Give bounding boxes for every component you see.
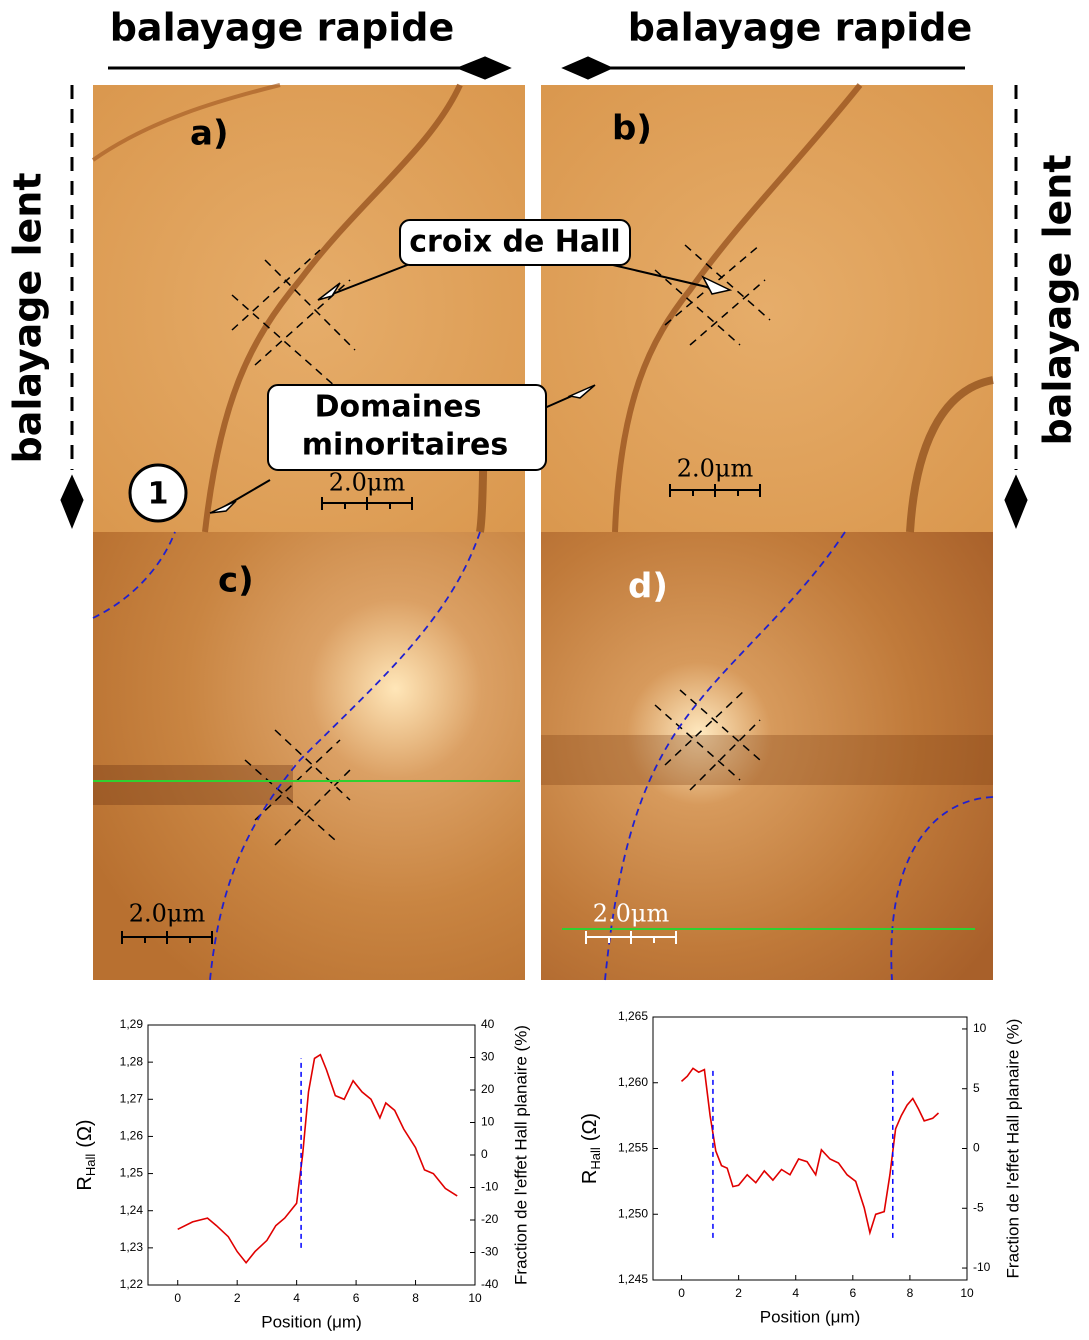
scale-bar-label: 2.0μm [329,469,406,497]
scale-bar [121,484,761,944]
data-line [680,1067,940,1236]
y2-tick-label: 0 [481,1147,488,1161]
y-axis-title-sub: Hall [83,1154,98,1177]
y-tick-label: 1,25 [120,1166,144,1180]
y2-axis-title: Fraction de l'effet Hall planaire (%) [1003,1019,1022,1279]
y2-tick-label: 5 [973,1081,980,1095]
x-tick-label: 10 [960,1286,974,1300]
x-tick-label: 2 [735,1286,742,1300]
scale-bar-label: 2.0μm [593,900,670,928]
x-tick-label: 10 [468,1291,482,1305]
y-tick-label: 1,26 [120,1129,144,1143]
y2-tick-label: 0 [973,1141,980,1155]
marker-circle [128,463,188,523]
panel-label: b) [612,109,652,149]
x-tick-label: 8 [907,1286,914,1300]
afm-images [91,83,994,981]
y-axis-title-sub: Hall [588,1147,603,1170]
x-tick-label: 2 [234,1291,241,1305]
y-tick-label: 1,29 [120,1017,144,1031]
y2-tick-label: -5 [973,1200,984,1214]
y2-tick-label: -30 [481,1245,499,1259]
y-axis-title: RHall (Ω) [74,1119,98,1190]
dark-band [541,735,993,785]
data-line [177,1053,458,1264]
y-tick-label: 1,250 [618,1206,648,1220]
scale-bar-label: 2.0μm [129,900,206,928]
image-c [93,532,525,980]
domain-wall [91,83,281,162]
slow-scan-label: balayage lent [1036,155,1080,446]
y2-tick-label: -40 [481,1277,499,1291]
y-tick-label: 1,260 [618,1075,648,1089]
x-tick-label: 6 [353,1291,360,1305]
hall-cross-label: croix de Hall [409,225,620,260]
domain-wall [612,83,863,533]
image-d [541,532,993,980]
panel-label: c) [218,561,254,601]
y2-tick-label: -10 [973,1260,991,1274]
callout-box [399,219,631,266]
panel-label: d) [628,567,668,607]
domains-label: Domaines [315,390,482,425]
domain-wall [906,376,994,533]
y-tick-label: 1,28 [120,1054,144,1068]
domain-wall [202,83,463,533]
chart: 0 2 4 6 8 10 1,22 1,23 1,24 1,25 1,26 1,27 1,28 1,29 -… [74,1017,530,1331]
x-tick-label: 4 [792,1286,799,1300]
y-tick-label: 1,22 [120,1277,144,1291]
slow-scan-label: balayage lent [6,173,50,464]
y2-tick-label: 20 [481,1082,495,1096]
y-tick-label: 1,27 [120,1091,144,1105]
chart: 0 2 4 6 8 10 1,245 1,250 1,255 1,260 1,265 -10 -5 0 5 1… [579,1009,1022,1326]
scale-bar-label: 2.0μm [677,455,754,483]
y-tick-label: 1,24 [120,1203,144,1217]
x-tick-label: 0 [678,1286,685,1300]
x-tick-label: 0 [174,1291,181,1305]
callout-arrow [221,259,721,509]
y-axis-title-unit: (Ω) [579,1113,601,1141]
plot-frame [652,1016,968,1281]
y2-tick-label: 40 [481,1017,495,1031]
x-axis-title: Position (μm) [261,1312,361,1331]
hall-cross [231,244,771,846]
x-tick-label: 8 [412,1291,419,1305]
y-tick-label: 1,245 [618,1272,648,1286]
x-tick-label: 6 [849,1286,856,1300]
y-axis-title-main: R [74,1176,96,1190]
x-tick-label: 4 [293,1291,300,1305]
y2-tick-label: 30 [481,1050,495,1064]
y-axis-title-main: R [579,1170,601,1184]
panel-label: a) [190,114,228,154]
x-axis-title: Position (μm) [760,1307,860,1326]
scan-arrows [60,56,1028,530]
plot-frame [147,1024,476,1286]
y-tick-label: 1,23 [120,1240,144,1254]
y-tick-label: 1,255 [618,1141,648,1155]
scale-bar [585,931,677,944]
y2-tick-label: 10 [973,1021,987,1035]
y-axis-title: RHall (Ω) [579,1113,603,1184]
marker-label: 1 [148,477,169,512]
y-axis-title-unit: (Ω) [74,1119,96,1147]
image-b [541,85,993,532]
dark-band [93,765,293,805]
y2-axis-title: Fraction de l'effet Hall planaire (%) [511,1025,530,1285]
y2-tick-label: -10 [481,1180,499,1194]
domains-label: minoritaires [302,428,508,463]
y2-tick-label: -20 [481,1212,499,1226]
y2-tick-label: 10 [481,1115,495,1129]
wall-overlay [92,531,994,981]
fast-scan-label: balayage rapide [110,6,455,50]
callouts: croix de Hall Domaines minoritaires 1 [128,219,733,523]
callout-head [209,275,733,514]
y-tick-label: 1,265 [618,1009,648,1023]
callout-box [267,384,547,471]
fast-scan-label: balayage rapide [628,6,973,50]
